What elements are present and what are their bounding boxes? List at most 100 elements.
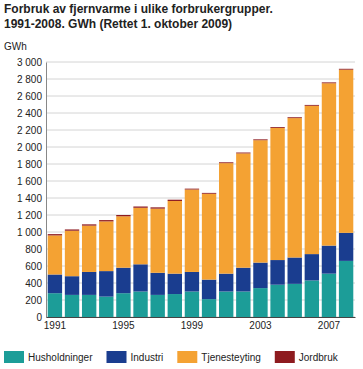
legend-swatch [107,351,127,363]
bar [82,224,96,225]
y-tick: 1 200 [17,210,46,221]
bar [116,215,130,216]
x-tick-label: 1995 [112,320,135,331]
legend-item: Tjenesteyting [177,351,260,363]
bar [48,234,62,235]
bar [168,274,182,294]
bar [236,152,250,154]
y-tick: 1 600 [17,176,46,187]
x-tick-label: 1999 [181,320,204,331]
bar [202,194,216,280]
legend-swatch [275,351,295,363]
x-tick: 1991 [44,317,67,331]
bar [133,207,147,208]
x-tick: 1995 [112,317,135,331]
y-tick-label: 2 200 [17,125,42,136]
legend-swatch [177,351,197,363]
subtitle: 1991-2008. GWh (Rettet 1. oktober 2009) [4,17,232,31]
y-axis: 02004006008001 0001 2001 4001 6001 8002 … [17,57,47,323]
chart: Forbruk av fjernvarme i ulike forbrukerg… [0,0,363,369]
bar [116,216,130,267]
y-tick: 1 400 [17,193,46,204]
bar [48,275,62,294]
bar [270,127,284,129]
grid-line [46,96,355,97]
legend-label: Industri [131,352,164,363]
bar [99,220,113,221]
y-tick-label: 1 000 [17,227,42,238]
y-tick: 1 000 [17,227,46,238]
bar [322,274,336,317]
bar [185,190,199,272]
legend-item: Industri [107,351,164,363]
bar [202,299,216,317]
bar [116,293,130,317]
bar [48,293,62,317]
bar [99,271,113,297]
bar [288,284,302,317]
y-tick: 3 000 [17,57,46,68]
bar [270,285,284,317]
y-tick: 2 800 [17,74,46,85]
bar [288,117,302,119]
bar [305,106,319,254]
series-3 [48,69,354,236]
y-tick-label: 0 [36,312,42,323]
title: Forbruk av fjernvarme i ulike forbrukerg… [4,2,273,16]
grid-line [46,79,355,80]
y-tick: 800 [25,244,46,255]
y-tick-label: 800 [25,244,42,255]
y-tick: 2 000 [17,142,46,153]
bar [150,207,164,208]
bar [288,258,302,284]
x-tick-label: 2003 [249,320,272,331]
legend-swatch [4,351,24,363]
bars [48,69,354,317]
y-tick-label: 1 800 [17,159,42,170]
bar [133,292,147,318]
bar [168,294,182,317]
legend-item: Husholdninger [4,351,93,363]
bar [116,268,130,294]
bar [65,229,79,230]
y-tick: 2 400 [17,108,46,119]
bar [288,118,302,257]
bar [168,201,182,274]
bar [219,292,233,318]
bar [82,295,96,317]
legend: Husholdninger Industri Tjenesteyting Jordbr… [4,351,339,363]
y-tick: 2 600 [17,91,46,102]
bar [168,200,182,201]
y-tick-label: 200 [25,295,42,306]
bar [99,221,113,271]
y-axis-title: GWh [4,41,27,52]
bar [150,295,164,317]
x-tick-label: 2007 [318,320,341,331]
bar [185,272,199,292]
y-tick-label: 1 200 [17,210,42,221]
legend-item: Jordbruk [275,351,339,363]
bar [322,246,336,274]
x-tick: 2007 [318,317,341,331]
bar [236,292,250,318]
y-tick-label: 2 400 [17,108,42,119]
y-tick-label: 2 800 [17,74,42,85]
y-tick-label: 1 600 [17,176,42,187]
x-tick: 2003 [249,317,272,331]
plot: 02004006008001 0001 2001 4001 6001 8002 … [17,57,356,331]
y-tick: 400 [25,278,46,289]
bar [48,235,62,274]
bar [202,192,216,194]
bar [339,68,353,70]
x-axis-line [47,317,356,318]
y-axis-line [46,63,47,318]
bar [305,280,319,317]
bar [270,260,284,285]
y-tick: 2 200 [17,125,46,136]
bar [339,261,353,317]
bar [322,83,336,245]
y-tick: 200 [25,295,46,306]
bar [185,188,199,190]
legend-label: Jordbruk [299,352,339,363]
bar [202,280,216,300]
